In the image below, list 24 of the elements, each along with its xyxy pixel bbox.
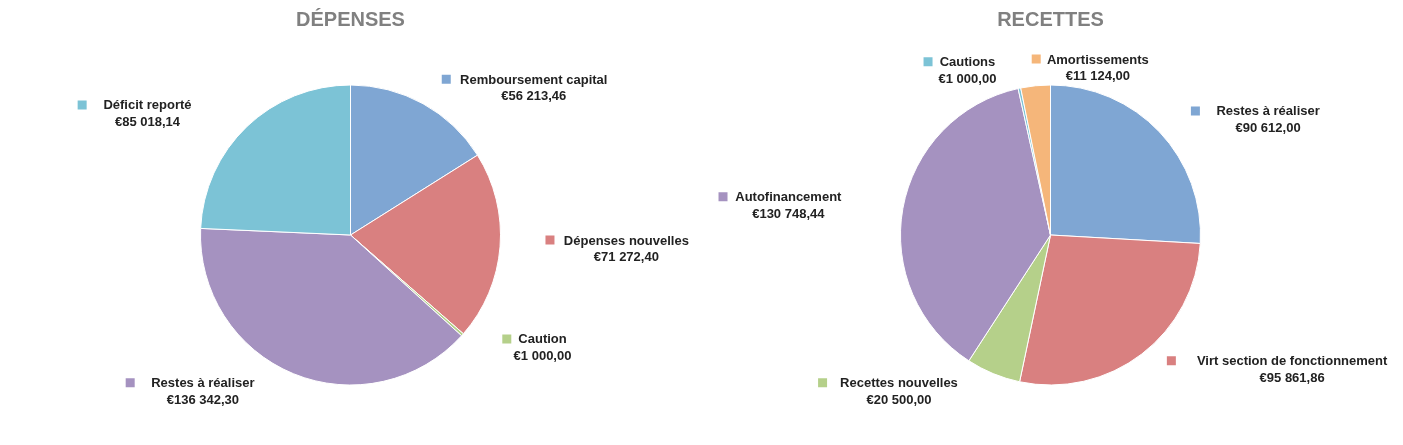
- legend-label: Déficit reporté: [103, 97, 192, 113]
- chart-title: DÉPENSES: [296, 7, 405, 30]
- legend-label: Caution: [518, 331, 567, 347]
- legend-label: Dépenses nouvelles: [563, 232, 689, 248]
- data-label: €90 612,00: [1235, 119, 1301, 135]
- data-label: €136 342,30: [166, 391, 240, 407]
- data-label: €95 861,86: [1259, 369, 1325, 385]
- chart-title: RECETTES: [997, 7, 1104, 30]
- legend-label: Autofinancement: [735, 189, 843, 205]
- legend-label: Virt section de fonctionnement: [1196, 353, 1389, 369]
- legend-label: Cautions: [939, 54, 996, 70]
- data-label: €56 213,46: [501, 88, 567, 104]
- legend-label: Restes à réaliser: [1216, 103, 1320, 119]
- data-label: €1 000,00: [938, 70, 997, 86]
- legend-label: Amortissements: [1046, 51, 1149, 67]
- data-label: €130 748,44: [752, 205, 826, 221]
- legend-label: Remboursement capital: [460, 71, 608, 87]
- data-label: €20 500,00: [866, 391, 932, 407]
- data-label: €1 000,00: [513, 347, 572, 363]
- data-label: €11 124,00: [1065, 67, 1131, 83]
- data-label: €85 018,14: [114, 113, 181, 129]
- data-label: €71 272,40: [593, 248, 659, 264]
- legend-label: Restes à réaliser: [151, 375, 255, 391]
- legend-label: Recettes nouvelles: [840, 375, 958, 391]
